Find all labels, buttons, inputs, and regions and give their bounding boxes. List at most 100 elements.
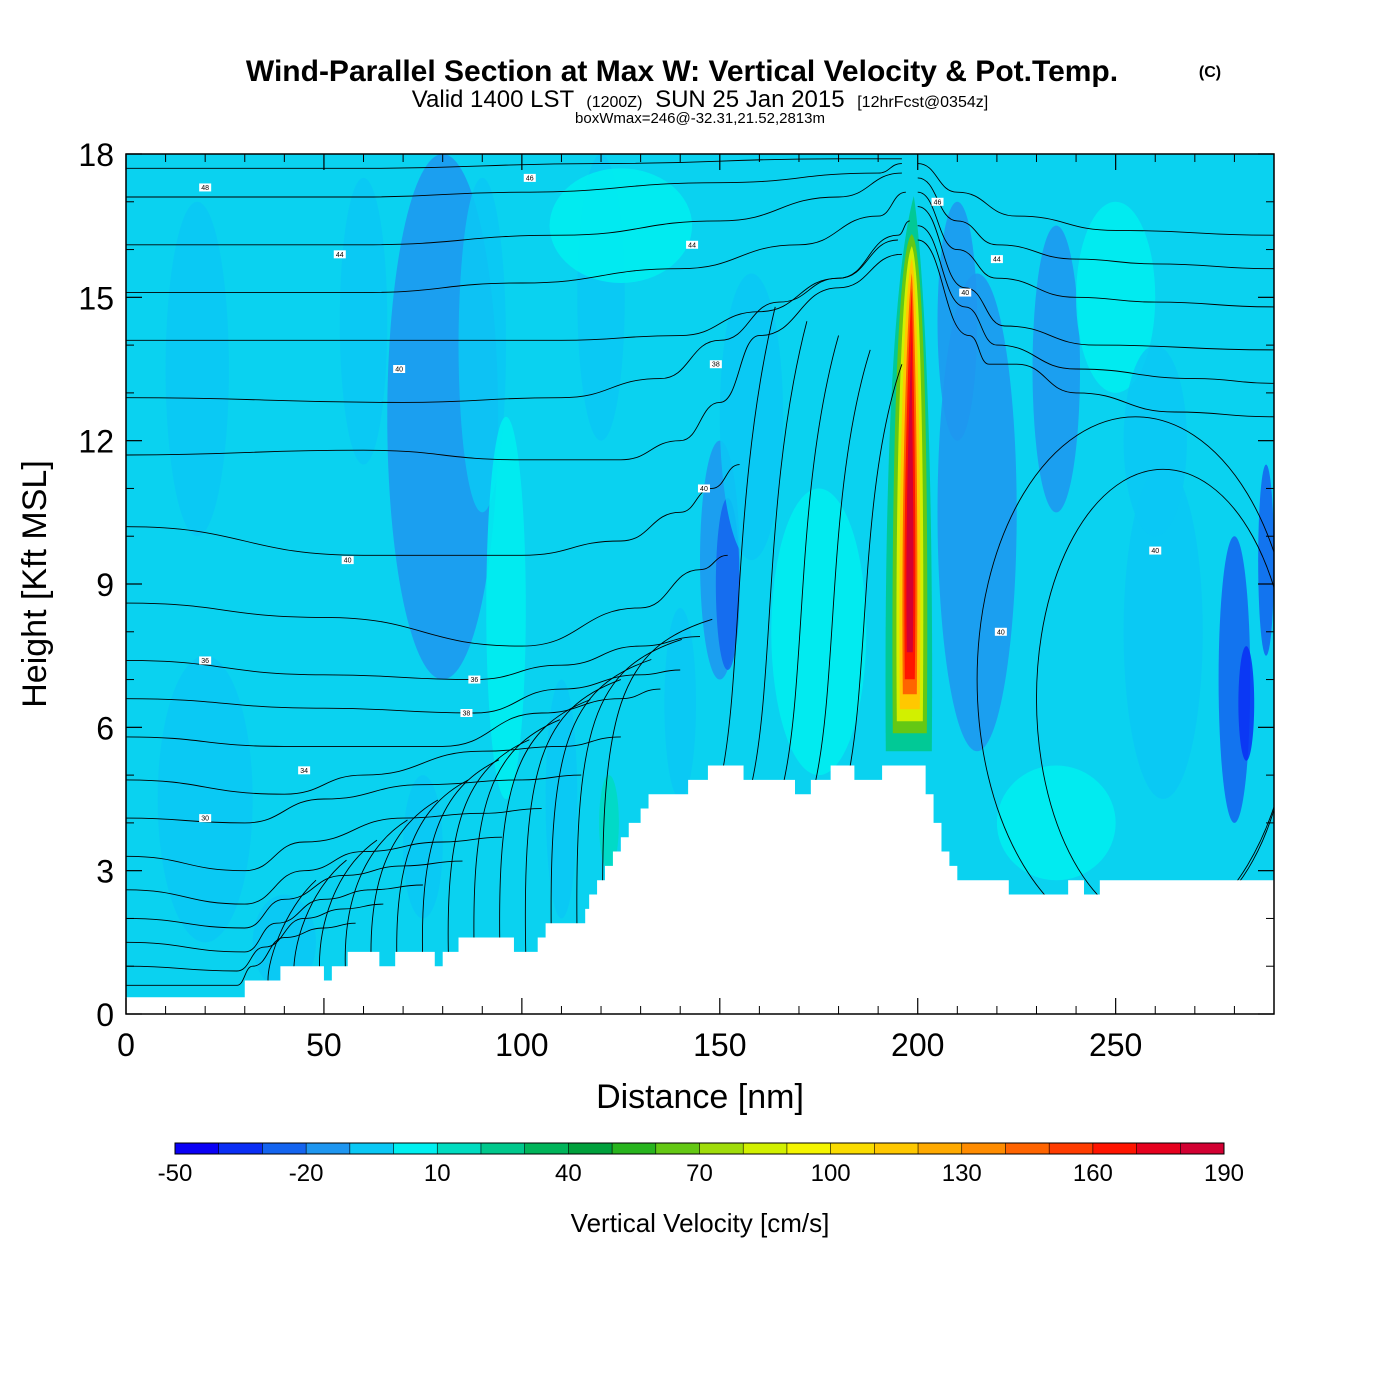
colorbar-tick-label-4: 70 bbox=[686, 1160, 713, 1187]
theta-label-text-6: 40 bbox=[344, 558, 352, 565]
velocity-patch-12 bbox=[1238, 646, 1255, 761]
theta-contour-9 bbox=[126, 636, 701, 681]
theta-contour-flank-6 bbox=[421, 759, 500, 969]
colorbar-tick-label-0: -50 bbox=[158, 1160, 193, 1187]
x-tick-label-5: 250 bbox=[1089, 1027, 1142, 1063]
velocity-patch-13 bbox=[1258, 464, 1274, 656]
colorbar-swatch-20 bbox=[1049, 1143, 1094, 1154]
theta-contour-flank-2 bbox=[319, 839, 378, 980]
theta-label-6: 40 bbox=[341, 556, 354, 565]
velocity-patch-7 bbox=[719, 273, 784, 561]
colorbar-tick-label-6: 130 bbox=[942, 1160, 982, 1187]
theta-label-12: 30 bbox=[199, 814, 212, 823]
theta-label-text-1: 46 bbox=[526, 175, 534, 182]
theta-label-text-12: 30 bbox=[201, 816, 209, 823]
colorbar-swatch-23 bbox=[1180, 1143, 1225, 1154]
theta-contour-25 bbox=[917, 239, 1274, 418]
theta-label-text-4: 40 bbox=[395, 367, 403, 374]
colorbar-swatch-8 bbox=[524, 1143, 569, 1154]
velocity-patch-20 bbox=[599, 775, 619, 871]
colorbar-swatch-17 bbox=[918, 1143, 963, 1154]
velocity-patch-6 bbox=[715, 498, 740, 670]
theta-label-text-2: 44 bbox=[336, 252, 344, 259]
colorbar-swatch-3 bbox=[306, 1143, 351, 1154]
plot-area: 48 46 44 44 40 38 40 40 36 36 38 34 30 46 44 40 40 40 bbox=[126, 154, 1274, 1014]
colorbar-swatch-14 bbox=[786, 1143, 832, 1154]
colorbar-swatch-12 bbox=[699, 1143, 744, 1154]
theta-contour-18 bbox=[126, 903, 384, 972]
velocity-patch-10 bbox=[1123, 464, 1203, 799]
theta-label-14: 44 bbox=[990, 255, 1003, 264]
colorbar-swatch-1 bbox=[218, 1143, 263, 1154]
x-tick-label-0: 0 bbox=[117, 1027, 135, 1063]
x-tick-label-2: 100 bbox=[495, 1027, 548, 1063]
velocity-patch-3 bbox=[458, 177, 507, 513]
theta-label-13: 46 bbox=[931, 197, 944, 206]
theta-contour-1 bbox=[126, 163, 902, 198]
velocity-patch-1 bbox=[165, 201, 229, 537]
theta-contour-flank-10 bbox=[524, 679, 621, 957]
theta-label-text-15: 40 bbox=[961, 290, 969, 297]
theta-contour-19 bbox=[126, 922, 356, 986]
colorbar-tick-label-7: 160 bbox=[1073, 1160, 1113, 1187]
forecast-info: [12hrFcst@0354z] bbox=[857, 94, 988, 111]
theta-contour-upper-3 bbox=[814, 349, 871, 785]
x-tick-label-3: 150 bbox=[693, 1027, 746, 1063]
theta-contour-flank-7 bbox=[447, 739, 530, 966]
colorbar-swatch-16 bbox=[874, 1143, 919, 1154]
valid-prefix: Valid 1400 LST bbox=[412, 86, 575, 113]
colorbar-swatch-19 bbox=[1005, 1143, 1050, 1154]
theta-label-text-16: 40 bbox=[1151, 548, 1159, 555]
theta-contour-flank-8 bbox=[473, 719, 561, 963]
colorbar-swatch-4 bbox=[349, 1143, 394, 1154]
theta-label-1: 46 bbox=[523, 173, 536, 182]
colorbar-swatch-11 bbox=[655, 1143, 700, 1154]
theta-contour-24 bbox=[917, 225, 1274, 384]
theta-contour-13 bbox=[126, 774, 582, 824]
theta-contour-flank-5 bbox=[396, 779, 469, 972]
theta-label-3: 44 bbox=[686, 240, 699, 249]
colorbar-swatch-5 bbox=[393, 1143, 438, 1154]
colorbar-swatch-13 bbox=[743, 1143, 788, 1154]
theta-contour-22 bbox=[917, 191, 1274, 308]
chart-title: Wind-Parallel Section at Max W: Vertical… bbox=[246, 55, 1118, 88]
colorbar-swatch-2 bbox=[262, 1143, 307, 1154]
colorbar-swatch-0 bbox=[175, 1143, 220, 1154]
theta-contour-20 bbox=[917, 163, 1274, 236]
valid-date: SUN 25 Jan 2015 bbox=[655, 86, 844, 113]
theta-contour-21 bbox=[917, 177, 1274, 270]
colorbar-tick-label-5: 100 bbox=[811, 1160, 851, 1187]
theta-contour-3 bbox=[126, 191, 906, 294]
theta-label-text-14: 44 bbox=[993, 257, 1001, 264]
colorbar-swatch-21 bbox=[1092, 1143, 1137, 1154]
colorbar-tick-label-8: 190 bbox=[1204, 1160, 1244, 1187]
y-tick-label-3: 9 bbox=[96, 567, 114, 603]
theta-label-2: 44 bbox=[333, 250, 346, 259]
theta-label-7: 40 bbox=[697, 484, 710, 493]
velocity-patch-15 bbox=[545, 679, 578, 919]
theta-label-8: 36 bbox=[199, 656, 212, 665]
theta-label-text-11: 34 bbox=[300, 768, 308, 775]
colorbar-swatch-18 bbox=[961, 1143, 1006, 1154]
theta-label-4: 40 bbox=[393, 365, 406, 374]
theta-contour-labels: 48 46 44 44 40 38 40 40 36 36 38 34 30 46 44 40 40 40 bbox=[199, 173, 1162, 823]
colorbar-title: Vertical Velocity [cm/s] bbox=[571, 1208, 830, 1238]
velocity-patch-2 bbox=[339, 177, 388, 465]
velocity-patch-26 bbox=[1123, 345, 1187, 537]
colorbar-swatch-7 bbox=[480, 1143, 526, 1154]
theta-contour-flank-9 bbox=[499, 699, 591, 960]
theta-label-10: 38 bbox=[460, 709, 473, 718]
x-axis-ticks: 0 50 100 150 200 250 bbox=[117, 154, 1235, 1063]
colorbar-tick-label-2: 10 bbox=[424, 1160, 451, 1187]
theta-label-text-10: 38 bbox=[463, 711, 471, 718]
theta-contours bbox=[126, 158, 1274, 986]
theta-contour-14 bbox=[126, 808, 542, 872]
colorbar-swatch-15 bbox=[830, 1143, 875, 1154]
colorbar-tick-label-1: -20 bbox=[289, 1160, 324, 1187]
theta-contour-upper-1 bbox=[751, 321, 808, 785]
theta-label-17: 40 bbox=[994, 627, 1007, 636]
x-tick-label-1: 50 bbox=[306, 1027, 342, 1063]
velocity-patch-21 bbox=[549, 168, 693, 283]
y-tick-label-2: 6 bbox=[96, 710, 114, 746]
